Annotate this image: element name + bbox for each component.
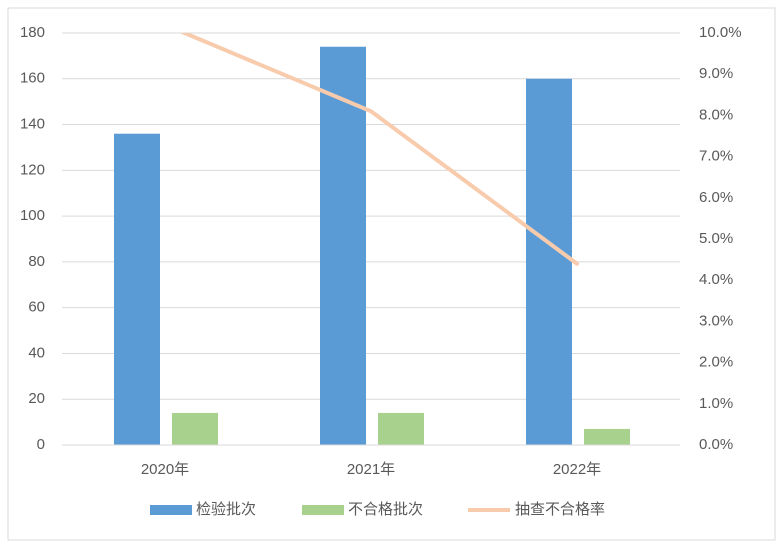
legend-label: 抽查不合格率 <box>515 501 605 518</box>
x-tick-label: 2021年 <box>347 461 395 478</box>
y2-tick-label: 4.0% <box>699 271 733 288</box>
legend-swatch <box>150 505 192 515</box>
y-tick-label: 120 <box>20 161 45 178</box>
bar <box>526 78 572 446</box>
y-tick-label: 140 <box>20 116 45 133</box>
x-tick-label: 2020年 <box>141 461 189 478</box>
y2-tick-label: 8.0% <box>699 106 733 123</box>
y-tick-label: 180 <box>20 24 45 41</box>
bar <box>320 46 366 445</box>
x-tick-label: 2022年 <box>553 461 601 478</box>
y2-tick-label: 9.0% <box>699 65 733 82</box>
bar <box>378 412 424 445</box>
y-tick-label: 40 <box>28 344 45 361</box>
legend-label: 不合格批次 <box>348 501 423 518</box>
y-tick-label: 60 <box>28 299 45 316</box>
bar <box>172 412 218 445</box>
line <box>179 33 579 266</box>
y-tick-label: 160 <box>20 70 45 87</box>
legend-swatch <box>302 505 344 515</box>
y-tick-label: 0 <box>37 436 45 453</box>
y2-tick-label: 7.0% <box>699 148 733 165</box>
y2-tick-label: 6.0% <box>699 189 733 206</box>
y2-tick-label: 3.0% <box>699 312 733 329</box>
bar <box>114 133 160 445</box>
y2-tick-label: 1.0% <box>699 395 733 412</box>
y-tick-label: 80 <box>28 253 45 270</box>
bar <box>584 428 630 445</box>
y-tick-label: 100 <box>20 207 45 224</box>
legend-label: 检验批次 <box>196 501 256 518</box>
y2-tick-label: 2.0% <box>699 354 733 371</box>
y2-tick-label: 0.0% <box>699 436 733 453</box>
y-tick-label: 20 <box>28 390 45 407</box>
y2-tick-label: 5.0% <box>699 230 733 247</box>
y2-tick-label: 10.0% <box>699 24 742 41</box>
